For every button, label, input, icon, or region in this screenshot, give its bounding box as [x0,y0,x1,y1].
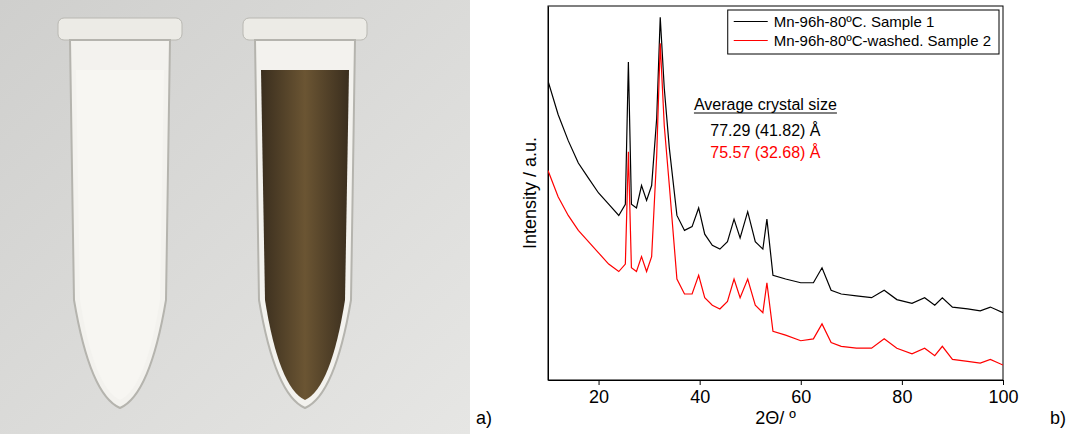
x-axis: 20 40 60 80 100 [549,380,1019,407]
chart: 20 40 60 80 100 2Θ/ º Intensity / a.u. Mn-96h-8… [520,6,1066,428]
x-tick-label: 100 [988,387,1018,407]
legend-label: Mn-96h-80ºC. Sample 1 [774,13,935,30]
y-axis-line [548,7,549,381]
tube-powder [261,70,349,400]
x-tick-mark [1003,380,1004,385]
y-axis-title: Intensity / a.u. [520,137,540,249]
tube-body [255,40,355,408]
x-tick-mark [599,380,600,385]
series-line [548,43,1003,365]
x-axis-line [549,380,1004,381]
tube-body [70,40,170,408]
annotation-text: 75.57 (32.68) Å [710,143,821,161]
tube-cap [58,18,182,40]
x-tick-mark [902,380,903,385]
x-tick-label: 40 [690,387,710,407]
annotation: Average crystal size 77.29 (41.82) Å 75.57… [694,96,837,161]
annotation-text: 77.29 (41.82) Å [710,121,821,139]
legend-entry: Mn-96h-80ºC-washed. Sample 2 [734,32,991,49]
x-tick-label: 60 [791,387,811,407]
photo [0,0,470,434]
annotation-title: Average crystal size [694,96,837,113]
x-tick-mark [700,380,701,385]
tube-cap [243,18,367,40]
x-tick: 20 [589,380,609,407]
legend-entry: Mn-96h-80ºC. Sample 1 [734,13,935,30]
x-tick-label: 20 [589,387,609,407]
legend-swatch [734,40,768,41]
x-tick-mark [801,380,802,385]
legend-swatch [734,21,768,22]
x-tick: 80 [892,380,912,407]
legend-box [728,10,999,54]
x-tick: 100 [988,380,1018,407]
plot-marks [548,17,1003,365]
plot-frame [548,6,1003,380]
x-tick: 40 [690,380,710,407]
legend: Mn-96h-80ºC. Sample 1 Mn-96h-80ºC-washed.… [728,10,999,54]
tube-powder [76,70,164,400]
tube-brown-powder [243,18,367,408]
series-line [548,17,1003,312]
annotation-underline [694,113,837,114]
x-tick-label: 80 [892,387,912,407]
y-axis [548,7,549,381]
photo-background [0,0,470,434]
figure: a) 20 40 60 80 100 2Θ/ º Intensity / a.u. Mn-96h… [0,0,1075,434]
panel-label: b) [1050,408,1066,428]
panel-label: a) [476,408,492,428]
tube-white-powder [58,18,182,408]
legend-label: Mn-96h-80ºC-washed. Sample 2 [774,32,991,49]
x-tick: 60 [791,380,811,407]
x-axis-title: 2Θ/ º [755,408,796,428]
